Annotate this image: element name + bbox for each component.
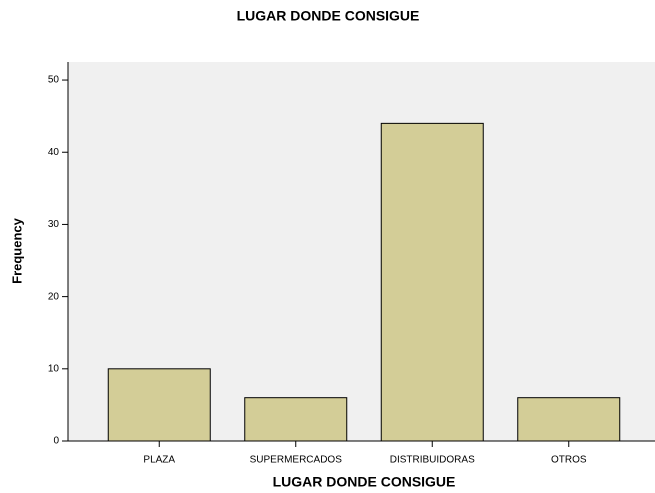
bar <box>517 397 621 442</box>
bar <box>380 122 484 442</box>
chart-title: LUGAR DONDE CONSIGUE <box>237 8 420 24</box>
bar <box>107 368 211 442</box>
y-tick-label: 50 <box>48 75 60 86</box>
y-tick-label: 0 <box>53 436 59 447</box>
x-tick-label: OTROS <box>551 455 587 466</box>
x-tick-label: DISTRIBUIDORAS <box>390 455 475 466</box>
y-axis-label: Frequency <box>9 217 24 284</box>
y-tick-label: 10 <box>48 363 60 374</box>
x-tick-label: SUPERMERCADOS <box>250 455 343 466</box>
x-axis-label: LUGAR DONDE CONSIGUE <box>273 474 456 490</box>
x-tick-label: PLAZA <box>143 455 175 466</box>
y-tick-label: 40 <box>48 147 60 158</box>
y-tick-label: 30 <box>48 219 60 230</box>
y-tick-label: 20 <box>48 291 60 302</box>
bar <box>244 397 348 442</box>
